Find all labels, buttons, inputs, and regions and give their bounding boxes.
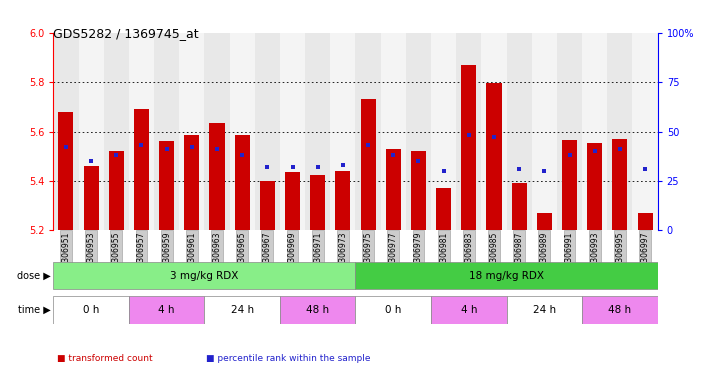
Text: 0 h: 0 h bbox=[385, 305, 402, 315]
Text: 24 h: 24 h bbox=[230, 305, 254, 315]
Bar bbox=[129, 33, 154, 230]
Bar bbox=[406, 33, 431, 230]
Text: 0 h: 0 h bbox=[83, 305, 100, 315]
Bar bbox=[411, 151, 426, 230]
Bar bbox=[179, 33, 205, 230]
Bar bbox=[310, 175, 325, 230]
Bar bbox=[537, 213, 552, 230]
Bar bbox=[58, 112, 73, 230]
Bar bbox=[104, 33, 129, 230]
Text: 48 h: 48 h bbox=[306, 305, 329, 315]
Bar bbox=[385, 149, 401, 230]
Bar bbox=[431, 33, 456, 230]
Bar bbox=[431, 296, 506, 324]
Bar bbox=[356, 296, 431, 324]
Bar bbox=[532, 33, 557, 230]
Bar bbox=[360, 99, 375, 230]
Text: 24 h: 24 h bbox=[533, 305, 556, 315]
Bar bbox=[456, 33, 481, 230]
Bar bbox=[255, 33, 280, 230]
Bar bbox=[280, 33, 305, 230]
Bar bbox=[154, 33, 179, 230]
Text: GDS5282 / 1369745_at: GDS5282 / 1369745_at bbox=[53, 27, 199, 40]
Bar bbox=[481, 33, 506, 230]
Bar bbox=[305, 33, 331, 230]
Bar bbox=[461, 65, 476, 230]
Bar bbox=[53, 296, 129, 324]
Bar bbox=[356, 33, 380, 230]
Bar bbox=[582, 33, 607, 230]
Bar bbox=[184, 135, 199, 230]
Bar bbox=[285, 172, 300, 230]
Text: 3 mg/kg RDX: 3 mg/kg RDX bbox=[170, 270, 239, 281]
Text: 18 mg/kg RDX: 18 mg/kg RDX bbox=[469, 270, 544, 281]
Bar bbox=[53, 262, 356, 290]
Bar bbox=[638, 213, 653, 230]
Bar bbox=[336, 171, 351, 230]
Bar bbox=[612, 139, 627, 230]
Bar bbox=[84, 166, 99, 230]
Text: 4 h: 4 h bbox=[461, 305, 477, 315]
Bar bbox=[134, 109, 149, 230]
Bar bbox=[205, 33, 230, 230]
Bar bbox=[380, 33, 406, 230]
Bar bbox=[53, 33, 78, 230]
Bar bbox=[331, 33, 356, 230]
Bar bbox=[633, 33, 658, 230]
Bar bbox=[109, 151, 124, 230]
Bar bbox=[506, 296, 582, 324]
Bar bbox=[356, 262, 658, 290]
Bar bbox=[260, 181, 275, 230]
Bar bbox=[562, 140, 577, 230]
Bar bbox=[129, 296, 205, 324]
Bar bbox=[512, 184, 527, 230]
Bar bbox=[78, 33, 104, 230]
Bar bbox=[486, 83, 501, 230]
Bar bbox=[587, 142, 602, 230]
Bar bbox=[280, 296, 356, 324]
Text: 48 h: 48 h bbox=[609, 305, 631, 315]
Text: 4 h: 4 h bbox=[159, 305, 175, 315]
Bar bbox=[235, 135, 250, 230]
Bar bbox=[159, 141, 174, 230]
Text: ■ percentile rank within the sample: ■ percentile rank within the sample bbox=[206, 354, 370, 363]
Bar bbox=[436, 189, 451, 230]
Bar bbox=[506, 33, 532, 230]
Bar bbox=[607, 33, 633, 230]
Text: time ▶: time ▶ bbox=[18, 305, 50, 315]
Text: dose ▶: dose ▶ bbox=[17, 270, 50, 281]
Bar bbox=[210, 123, 225, 230]
Text: ■ transformed count: ■ transformed count bbox=[57, 354, 152, 363]
Bar bbox=[230, 33, 255, 230]
Bar bbox=[205, 296, 280, 324]
Bar bbox=[582, 296, 658, 324]
Bar bbox=[557, 33, 582, 230]
